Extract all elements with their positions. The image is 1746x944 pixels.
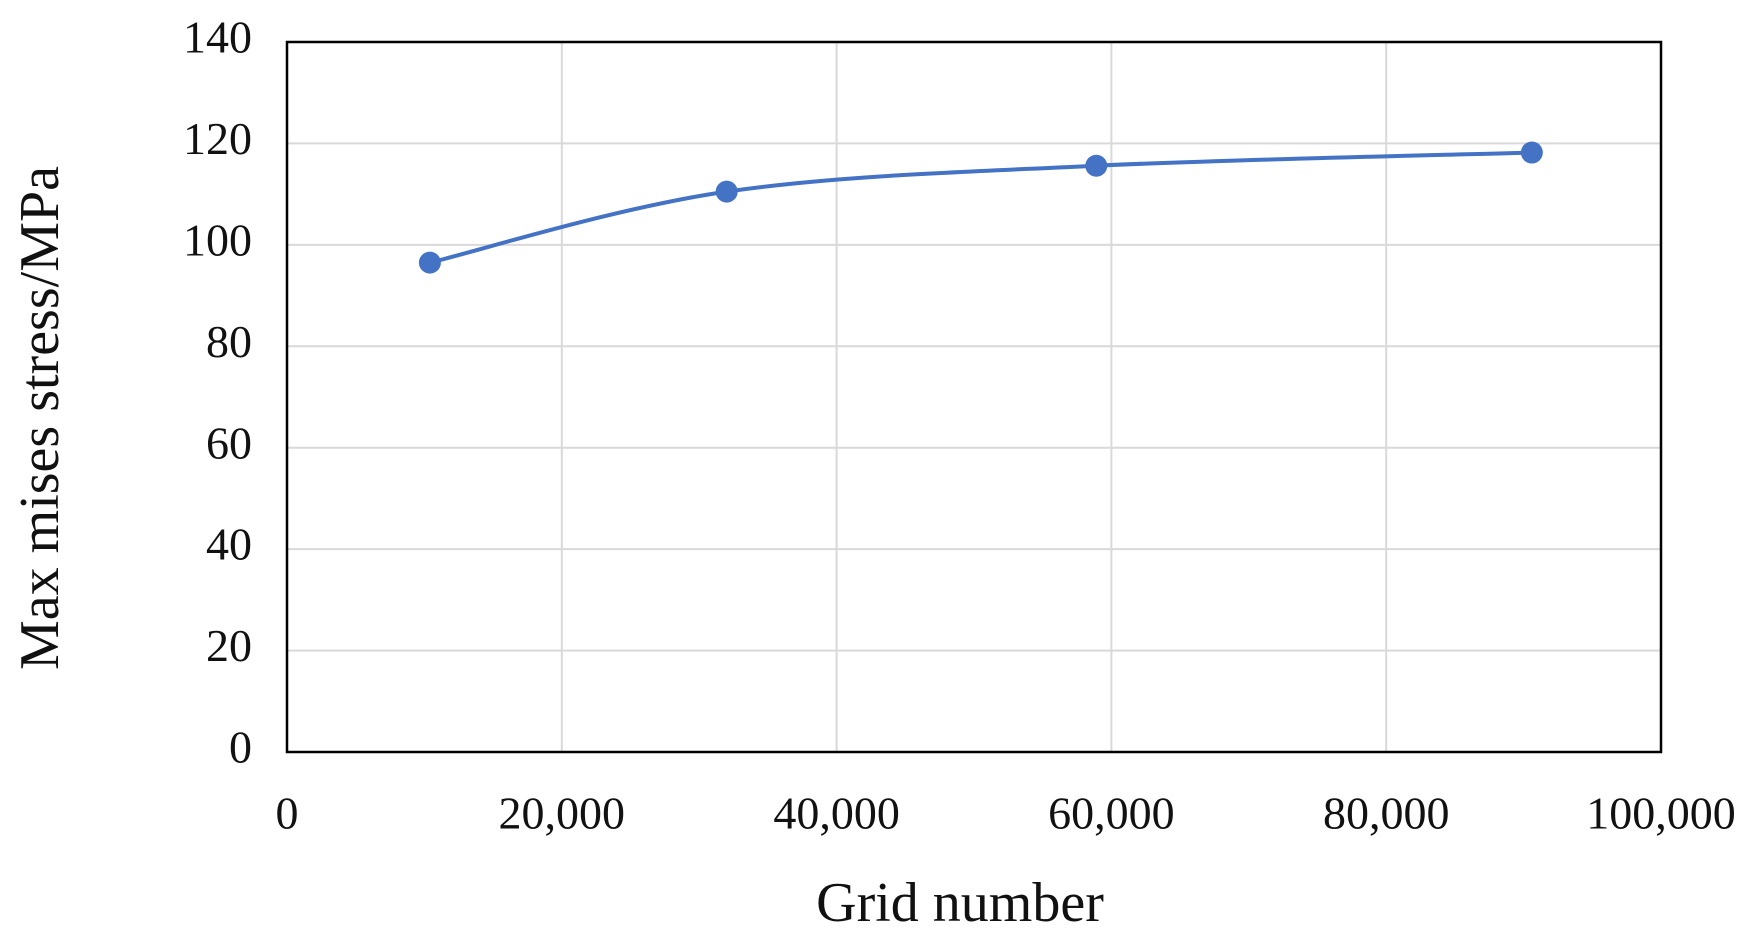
x-tick-label: 0 bbox=[276, 788, 299, 839]
y-tick-label: 20 bbox=[206, 620, 252, 671]
x-axis-label: Grid number bbox=[816, 872, 1104, 934]
y-tick-label: 140 bbox=[183, 12, 252, 63]
x-tick-label: 60,000 bbox=[1048, 788, 1175, 839]
y-tick-label: 120 bbox=[183, 113, 252, 164]
y-axis-label: Max mises stress/MPa bbox=[9, 166, 71, 670]
x-tick-label: 80,000 bbox=[1323, 788, 1450, 839]
data-line bbox=[429, 150, 1532, 265]
x-tick-label: 100,000 bbox=[1586, 788, 1736, 839]
y-tick-label: 60 bbox=[206, 417, 252, 468]
y-tick-label: 100 bbox=[183, 214, 252, 265]
x-tick-label: 20,000 bbox=[499, 788, 626, 839]
data-point bbox=[1520, 141, 1543, 164]
y-tick-label: 40 bbox=[206, 519, 252, 570]
data-point bbox=[418, 251, 441, 274]
data-point bbox=[715, 180, 738, 203]
y-tick-label: 80 bbox=[206, 316, 252, 367]
plot-frame bbox=[285, 40, 1663, 754]
x-tick-label: 40,000 bbox=[773, 788, 900, 839]
y-tick-label: 0 bbox=[229, 722, 252, 773]
data-point bbox=[1085, 154, 1108, 177]
